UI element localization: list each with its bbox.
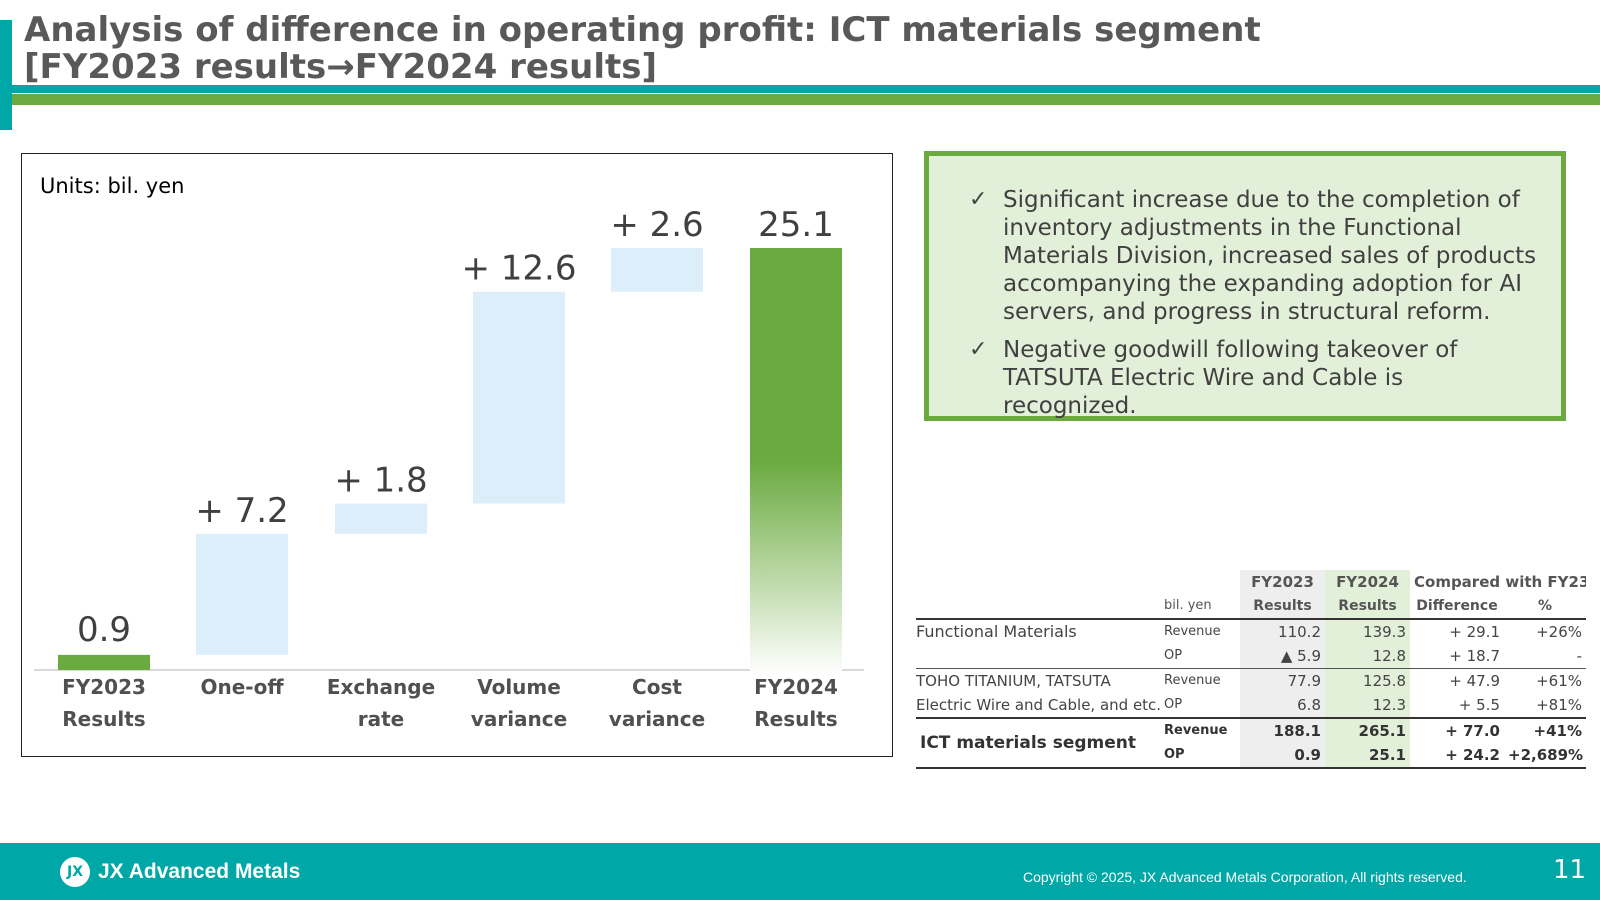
header-compared: Compared with FY23 (1414, 573, 1587, 591)
waterfall-chart-svg: 0.9 + 7.2 + 1.8 + 12.6 + 2.6 25.1 FY2023 Result… (34, 205, 864, 731)
title-rule-green (12, 94, 1600, 105)
check-icon: ✓ (969, 337, 988, 362)
metric-label: OP (1164, 697, 1183, 712)
callout-bullet: ✓ Significant increase due to the comple… (969, 186, 1539, 326)
logo-text: JX Advanced Metals (98, 860, 301, 883)
cell-percent: +81% (1536, 696, 1583, 714)
summary-callout: ✓ Significant increase due to the comple… (924, 151, 1566, 421)
cell-difference: + 77.0 (1445, 722, 1500, 740)
header-difference: Difference (1416, 598, 1498, 614)
category-label-2-1: rate (358, 707, 404, 731)
table-row-total: ICT materials segment Revenue 188.1 265.… (916, 718, 1587, 769)
unit-label: bil. yen (1164, 598, 1212, 613)
bar-delta-1 (196, 533, 288, 655)
cell-percent: - (1576, 647, 1583, 665)
cell-fy2023: 77.9 (1240, 668, 1325, 693)
bar-total-0 (58, 654, 150, 670)
cell-percent: +41% (1533, 722, 1583, 740)
row-group-label: Functional Materials (916, 622, 1077, 641)
category-label-1-0: One-off (200, 675, 284, 699)
row-group-label: ICT materials segment (916, 718, 1160, 769)
metric-label: Revenue (1164, 723, 1228, 738)
header-fy2024: FY2024 (1325, 570, 1410, 594)
table-row: OP ▲ 5.9 12.8 + 18.7 - (916, 644, 1586, 669)
table-row-total: OP 0.9 25.1 + 24.2 +2,689% (916, 743, 1587, 769)
data-label-0: 0.9 (77, 610, 131, 650)
callout-bullet-text: Negative goodwill following takeover of … (1003, 337, 1458, 419)
cell-difference: + 5.5 (1458, 696, 1500, 714)
category-label-4-1: variance (609, 707, 705, 731)
cell-fy2024: 12.3 (1325, 693, 1410, 718)
category-label-5-1: Results (754, 707, 837, 731)
bar-total-5 (750, 248, 842, 674)
cell-fy2023: 0.9 (1240, 743, 1325, 769)
cell-fy2024: 125.8 (1325, 668, 1410, 693)
data-label-3: + 12.6 (462, 249, 577, 289)
metric-label: Revenue (1164, 673, 1221, 688)
cell-difference: + 29.1 (1449, 623, 1500, 641)
header-fy2023: FY2023 (1240, 570, 1325, 594)
cell-percent: +26% (1536, 623, 1583, 641)
data-label-4: + 2.6 (610, 205, 703, 245)
title-accent-bar (0, 20, 12, 130)
metric-label: OP (1160, 743, 1240, 769)
cell-fy2024: 25.1 (1325, 743, 1410, 769)
data-label-2: + 1.8 (334, 461, 427, 501)
waterfall-chart: Units: bil. yen 0.9 + 7.2 + 1.8 + 12.6 + 2.6… (21, 153, 893, 757)
category-label-0-0: FY2023 (62, 675, 146, 699)
page-title: Analysis of difference in operating prof… (24, 12, 1261, 86)
bar-delta-4 (611, 248, 703, 292)
cell-fy2023: 188.1 (1240, 718, 1325, 743)
cell-fy2024: 265.1 (1325, 718, 1410, 743)
header-percent: % (1537, 598, 1553, 614)
category-label-5-0: FY2024 (754, 675, 838, 699)
category-label-0-1: Results (62, 707, 145, 731)
row-group-label-cont: Electric Wire and Cable, and etc. (916, 696, 1160, 714)
cell-fy2023: 110.2 (1240, 619, 1325, 644)
title-line-2: [FY2023 results→FY2024 results] (24, 47, 658, 87)
check-icon: ✓ (969, 187, 988, 212)
results-table: FY2023 FY2024 Compared with FY23 bil. ye… (916, 570, 1587, 769)
table-row: TOHO TITANIUM, TATSUTA Revenue 77.9 125.… (916, 668, 1587, 693)
bar-delta-3 (473, 291, 565, 504)
category-label-3-1: variance (471, 707, 567, 731)
table-row: Functional Materials Revenue 110.2 139.3… (916, 619, 1587, 644)
category-label-2-0: Exchange (327, 675, 435, 699)
copyright-text: Copyright © 2025, JX Advanced Metals Cor… (1023, 869, 1467, 885)
cell-percent: +2,689% (1504, 743, 1587, 769)
cell-difference: + 47.9 (1449, 672, 1500, 690)
company-logo: JX JX Advanced Metals (60, 857, 300, 887)
logo-icon: JX (60, 857, 90, 887)
table-row: Electric Wire and Cable, and etc. OP 6.8… (916, 693, 1586, 718)
title-rule-teal (0, 85, 1600, 93)
header-results-fy2023: Results (1240, 594, 1325, 619)
metric-label: Revenue (1164, 624, 1221, 639)
data-label-5: 25.1 (758, 205, 834, 245)
title-line-1: Analysis of difference in operating prof… (24, 10, 1261, 50)
cell-fy2023: ▲ 5.9 (1240, 644, 1325, 669)
category-label-3-0: Volume (477, 675, 561, 699)
cell-difference: + 24.2 (1410, 743, 1504, 769)
row-group-label: TOHO TITANIUM, TATSUTA (916, 672, 1111, 690)
cell-fy2024: 12.8 (1325, 644, 1410, 669)
callout-bullet-text: Significant increase due to the completi… (1003, 187, 1537, 325)
cell-percent: +61% (1536, 672, 1583, 690)
units-label: Units: bil. yen (40, 174, 185, 198)
cell-fy2023: 6.8 (1240, 693, 1325, 718)
category-label-4-0: Cost (632, 675, 682, 699)
cell-difference: + 18.7 (1449, 647, 1500, 665)
header-results-fy2024: Results (1325, 594, 1410, 619)
bar-delta-2 (335, 503, 427, 534)
metric-label: OP (1164, 648, 1183, 663)
page-number: 11 (1553, 855, 1587, 885)
cell-fy2024: 139.3 (1325, 619, 1410, 644)
data-label-1: + 7.2 (195, 491, 288, 531)
footer-bar: JX JX Advanced Metals Copyright © 2025, … (0, 843, 1600, 900)
callout-bullet: ✓ Negative goodwill following takeover o… (969, 336, 1539, 420)
